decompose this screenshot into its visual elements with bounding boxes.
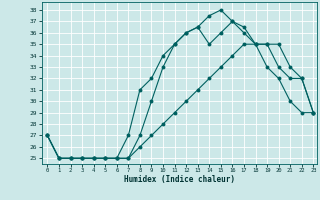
X-axis label: Humidex (Indice chaleur): Humidex (Indice chaleur) bbox=[124, 175, 235, 184]
